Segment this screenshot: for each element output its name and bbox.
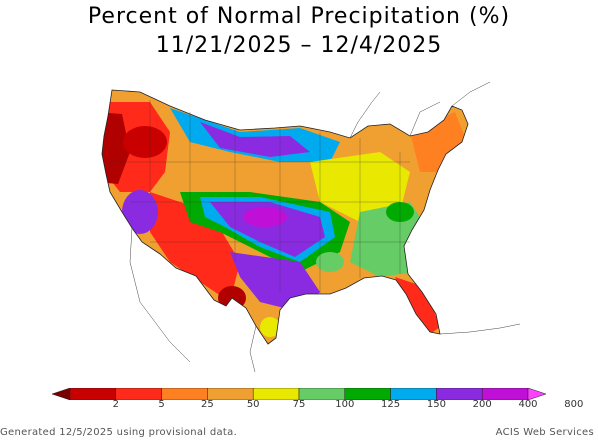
precipitation-map [0,62,598,384]
legend-label: 200 [473,399,492,411]
legend-label: 125 [381,399,400,411]
legend-label: 50 [247,399,260,411]
legend-label: 400 [518,399,537,411]
legend-label: 75 [293,399,306,411]
legend-label: 5 [158,399,164,411]
legend-label: 2 [113,399,119,411]
legend-label: 100 [335,399,354,411]
legend-label: 800 [564,399,583,411]
legend-labels: 2 5 25 50 75 100 125 150 200 400 800 [0,399,598,413]
legend-label: 150 [427,399,446,411]
credit-text: ACIS Web Services [496,427,594,438]
generated-note: Generated 12/5/2025 using provisional da… [0,427,237,438]
map-title: Percent of Normal Precipitation (%) [0,4,598,30]
legend-label: 25 [201,399,214,411]
map-date-range: 11/21/2025 – 12/4/2025 [0,33,598,59]
